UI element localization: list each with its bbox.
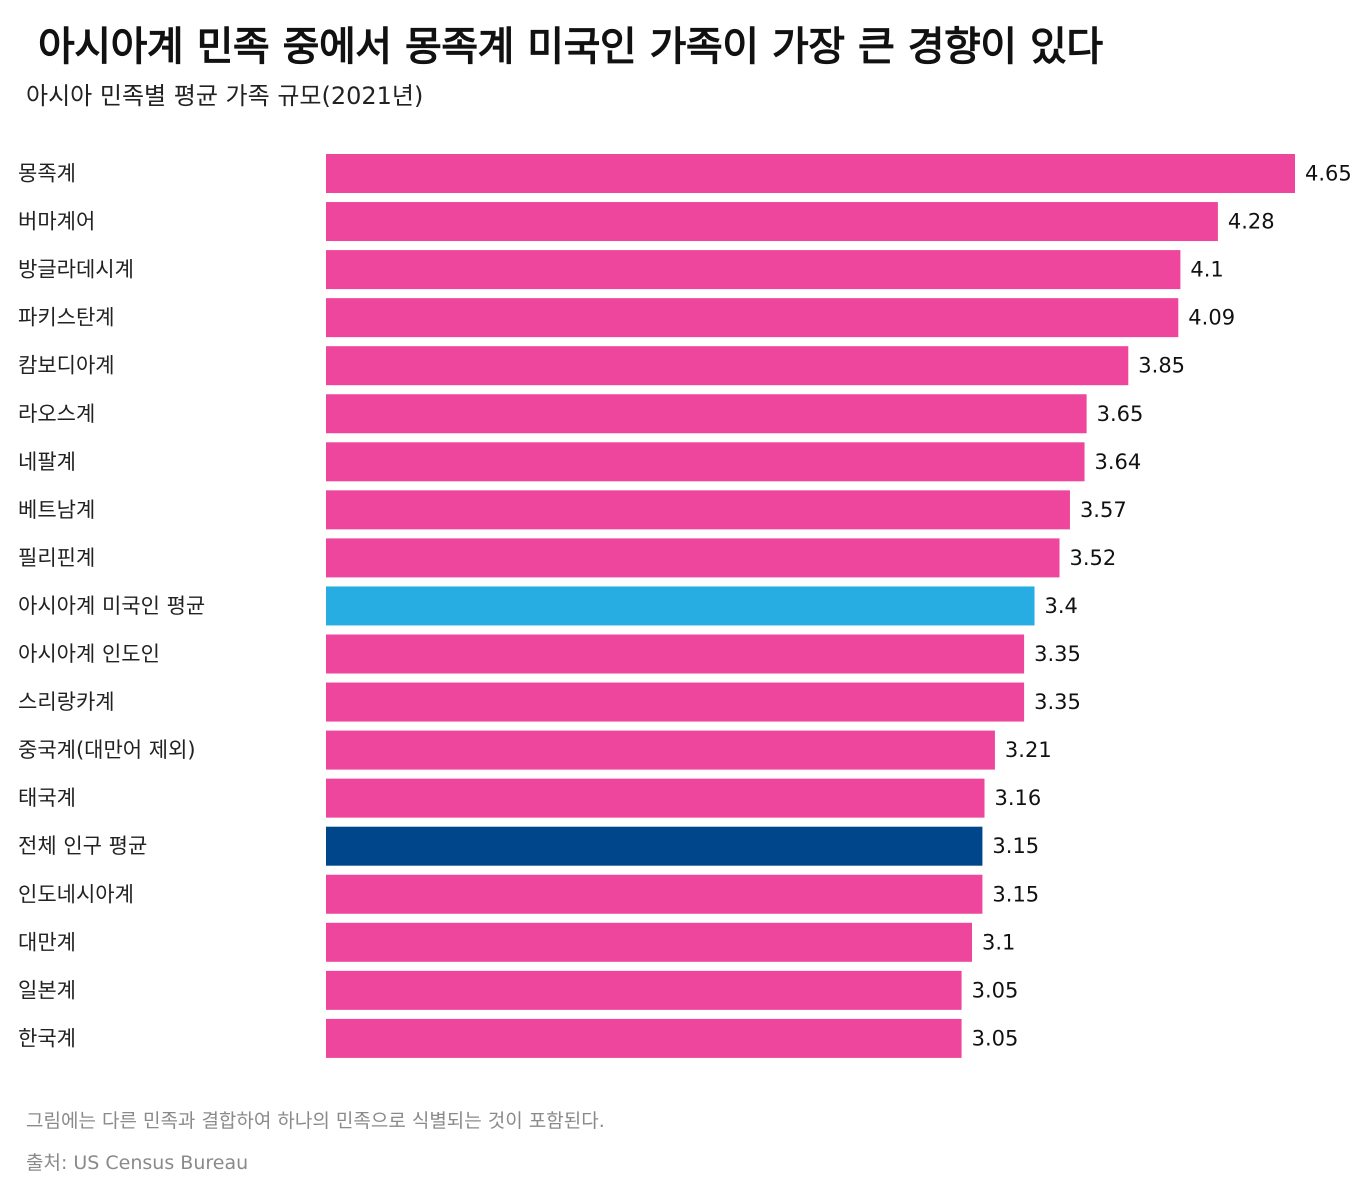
- category-label: 일본계: [18, 978, 76, 1002]
- bar-6: [326, 442, 1085, 482]
- category-label: 방글라데시계: [18, 258, 134, 282]
- chart-subtitle: 아시아 민족별 평균 가족 규모(2021년): [26, 82, 424, 110]
- bar-18: [326, 1018, 962, 1058]
- bar-14: [326, 826, 983, 866]
- category-label: 네팔계: [18, 450, 76, 474]
- bar-2: [326, 250, 1181, 290]
- category-label: 파키스탄계: [18, 306, 115, 330]
- category-label: 베트남계: [18, 498, 95, 522]
- value-label: 3.1: [982, 930, 1015, 954]
- value-label: 3.05: [972, 978, 1019, 1002]
- bar-4: [326, 346, 1129, 386]
- bar-13: [326, 778, 985, 818]
- category-label: 스리랑카계: [18, 690, 115, 714]
- bar-8: [326, 538, 1060, 578]
- chart-title: 아시아계 민족 중에서 몽족계 미국인 가족이 가장 큰 경향이 있다: [38, 24, 1103, 70]
- category-label: 태국계: [18, 786, 76, 810]
- bar-17: [326, 970, 962, 1010]
- category-label: 대만계: [18, 930, 76, 954]
- value-label: 4.65: [1305, 162, 1352, 186]
- value-label: 3.16: [995, 786, 1042, 810]
- bar-9: [326, 586, 1035, 626]
- bar-16: [326, 922, 972, 962]
- bar-0: [326, 154, 1295, 193]
- value-label: 3.57: [1080, 498, 1127, 522]
- value-label: 3.15: [992, 834, 1039, 858]
- bar-3: [326, 298, 1179, 338]
- value-label: 3.35: [1034, 690, 1081, 714]
- category-label: 아시아계 미국인 평균: [18, 594, 205, 618]
- bar-10: [326, 634, 1025, 674]
- bar-15: [326, 874, 983, 914]
- category-label: 전체 인구 평균: [18, 834, 147, 858]
- value-label: 3.64: [1095, 450, 1142, 474]
- value-label: 4.28: [1228, 210, 1275, 234]
- bar-11: [326, 682, 1025, 722]
- value-label: 3.85: [1138, 354, 1185, 378]
- category-label: 몽족계: [18, 162, 76, 186]
- bar-7: [326, 490, 1070, 530]
- category-label: 인도네시아계: [18, 882, 134, 906]
- category-label: 아시아계 인도인: [18, 642, 160, 666]
- value-label: 3.65: [1097, 402, 1144, 426]
- bar-1: [326, 202, 1218, 242]
- category-label: 중국계(대만어 제외): [18, 738, 196, 762]
- value-label: 3.4: [1045, 594, 1078, 618]
- bar-12: [326, 730, 995, 770]
- chart-source: 출처: US Census Bureau: [26, 1152, 249, 1174]
- value-label: 3.15: [992, 882, 1039, 906]
- category-label: 필리핀계: [18, 546, 95, 570]
- bar-5: [326, 394, 1087, 434]
- value-label: 4.1: [1190, 258, 1223, 282]
- value-label: 3.21: [1005, 738, 1052, 762]
- value-label: 3.52: [1070, 546, 1117, 570]
- value-label: 3.35: [1034, 642, 1081, 666]
- category-label: 라오스계: [18, 402, 95, 426]
- category-label: 버마계어: [18, 210, 95, 234]
- chart-footnote: 그림에는 다른 민족과 결합하여 하나의 민족으로 식별되는 것이 포함된다.: [26, 1110, 605, 1132]
- value-label: 3.05: [972, 1026, 1019, 1050]
- category-label: 한국계: [18, 1026, 76, 1050]
- category-label: 캄보디아계: [18, 354, 115, 378]
- value-label: 4.09: [1188, 306, 1235, 330]
